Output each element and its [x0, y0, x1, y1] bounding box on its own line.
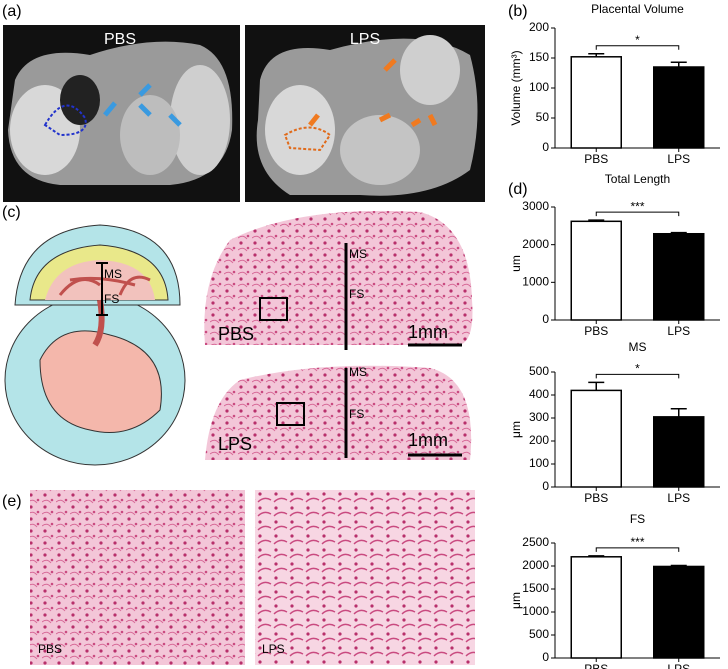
significance-label: ***	[630, 535, 644, 549]
y-tick-label: 2500	[522, 535, 549, 549]
image-label: 1mm	[408, 430, 448, 450]
significance-bracket	[595, 373, 680, 379]
histology-sections	[204, 210, 473, 460]
significance-bracket	[595, 547, 680, 552]
panel-label: (b)	[508, 3, 528, 20]
y-tick-label: 1500	[522, 581, 549, 595]
y-axis-label: μm	[509, 421, 523, 438]
image-label: LPS	[218, 434, 252, 454]
x-tick-label: PBS	[584, 662, 608, 669]
panel-label: (d)	[508, 181, 528, 198]
image-label: MS	[104, 267, 122, 281]
image-label: PBS	[104, 31, 136, 48]
bar	[570, 56, 622, 149]
histology-lps	[255, 490, 475, 665]
image-label: MS	[349, 247, 367, 261]
y-tick-label: 200	[529, 433, 549, 447]
y-tick-label: 1000	[522, 275, 549, 289]
placenta-diagram	[4, 224, 186, 466]
x-tick-label: PBS	[584, 491, 608, 505]
bar	[653, 416, 705, 488]
chart-title: Total Length	[605, 172, 670, 186]
y-tick-label: 2000	[522, 558, 549, 572]
y-tick-label: 0	[542, 479, 549, 493]
image-label: MS	[349, 365, 367, 379]
x-tick-label: LPS	[667, 662, 690, 669]
x-tick-label: LPS	[667, 324, 690, 338]
image-label: 1mm	[408, 322, 448, 342]
y-tick-label: 3000	[522, 199, 549, 213]
y-tick-label: 1000	[522, 604, 549, 618]
y-tick-label: 500	[529, 364, 549, 378]
y-tick-label: 400	[529, 387, 549, 401]
image-label: LPS	[350, 31, 380, 48]
significance-label: ***	[630, 199, 644, 213]
y-tick-label: 50	[536, 110, 550, 124]
y-tick-label: 100	[529, 456, 549, 470]
mri-pbs	[3, 25, 240, 202]
bar	[570, 389, 622, 488]
x-tick-label: LPS	[667, 152, 690, 166]
image-label: PBS	[38, 642, 62, 656]
image-label: PBS	[218, 324, 254, 344]
y-tick-label: 0	[542, 312, 549, 326]
chart-title: MS	[629, 340, 647, 354]
image-label: FS	[349, 287, 364, 301]
y-axis-label: μm	[509, 592, 523, 609]
x-tick-label: PBS	[584, 152, 608, 166]
chart-title: Placental Volume	[591, 2, 684, 16]
bar	[570, 556, 622, 659]
x-tick-label: PBS	[584, 324, 608, 338]
image-label: FS	[104, 292, 119, 306]
y-axis-label: Volume (mm³)	[509, 50, 523, 125]
y-axis-label: um	[509, 255, 523, 272]
y-tick-label: 0	[542, 650, 549, 664]
y-tick-label: 200	[529, 20, 549, 34]
y-tick-label: 100	[529, 80, 549, 94]
significance-label: *	[635, 362, 640, 376]
panel-label: (e)	[2, 493, 22, 510]
y-tick-label: 2000	[522, 237, 549, 251]
bar	[653, 565, 705, 659]
bar	[653, 66, 705, 149]
histology-pbs	[30, 490, 245, 665]
mri-lps	[245, 25, 485, 202]
panel-label: (c)	[2, 204, 21, 221]
bar	[653, 232, 705, 321]
y-tick-label: 0	[542, 140, 549, 154]
y-tick-label: 500	[529, 627, 549, 641]
bar	[570, 220, 622, 321]
image-label: FS	[349, 407, 364, 421]
panel-label: (a)	[2, 3, 22, 20]
significance-label: *	[635, 33, 640, 47]
chart-title: FS	[630, 512, 645, 526]
y-tick-label: 150	[529, 50, 549, 64]
image-label: LPS	[262, 642, 285, 656]
y-tick-label: 300	[529, 410, 549, 424]
significance-bracket	[595, 211, 680, 217]
x-tick-label: LPS	[667, 491, 690, 505]
significance-bracket	[595, 45, 680, 50]
